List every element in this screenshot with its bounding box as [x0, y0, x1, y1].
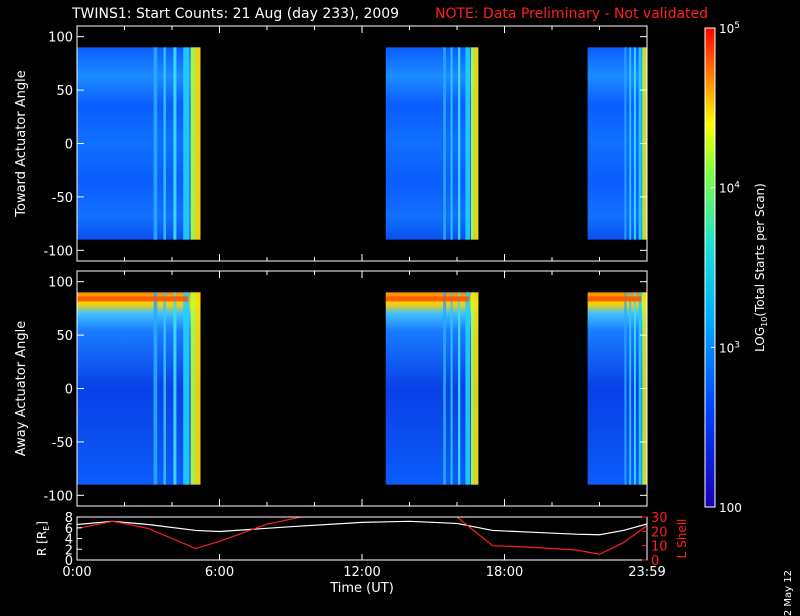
- lshell-series-line: [77, 517, 647, 555]
- count-streak: [624, 292, 627, 485]
- toward-heatmap-panel: 100 50 0 -50 -100 Toward Actuator Angle: [14, 25, 648, 262]
- y-tick-label: -50: [52, 436, 73, 451]
- count-streak: [633, 47, 636, 240]
- y-left-tick-label: 4: [65, 533, 73, 548]
- count-streak: [190, 47, 196, 240]
- y-left-tick-label: 6: [65, 522, 73, 537]
- high-count-band: [587, 296, 642, 302]
- panel-frame: [76, 516, 648, 561]
- y-tick-label: 0: [65, 383, 73, 398]
- y-right-axis-label: L Shell: [675, 519, 689, 559]
- data-segment: [385, 292, 479, 485]
- count-streak: [163, 292, 166, 485]
- colorbar-tick-label: 104: [719, 181, 740, 196]
- count-streak: [183, 47, 190, 240]
- x-axis-label: Time (UT): [329, 581, 394, 596]
- y-axis-label: Toward Actuator Angle: [14, 70, 29, 217]
- data-segment: [77, 292, 201, 485]
- colorbar-tick-label: 100: [719, 501, 742, 515]
- count-streak: [163, 47, 166, 240]
- colorbar-gradient: [704, 27, 716, 508]
- count-streak: [173, 47, 177, 240]
- data-segment: [385, 47, 479, 240]
- x-tick-label: 12:00: [343, 565, 380, 580]
- y-right-tick-label: 10: [651, 540, 668, 555]
- y-tick-label: 50: [56, 84, 73, 99]
- count-streak: [450, 292, 453, 485]
- count-streak: [474, 47, 479, 240]
- count-streak: [450, 47, 453, 240]
- count-streak: [443, 47, 446, 240]
- count-streak: [195, 292, 201, 485]
- away-heatmap-panel: 100 50 0 -50 -100 Away Actuator Angle: [14, 270, 648, 507]
- count-streak: [153, 47, 158, 240]
- count-streak: [633, 292, 636, 485]
- count-streak: [153, 292, 158, 485]
- y-right-tick-label: 0: [651, 554, 659, 569]
- colorbar-label: LOG10(Total Starts per Scan): [753, 183, 769, 352]
- y-tick-label: 100: [48, 31, 73, 46]
- high-count-band: [77, 296, 189, 302]
- colorbar-panel: 105 104 103 100 LOG10(Total Starts per Scan): [704, 21, 769, 515]
- y-left-tick-label: 0: [65, 554, 73, 569]
- count-streak: [474, 292, 479, 485]
- y-tick-label: -50: [52, 191, 73, 206]
- count-streak: [629, 47, 632, 240]
- x-tick-label: 0:00: [62, 565, 91, 580]
- data-segment: [587, 47, 647, 240]
- count-streak: [470, 47, 475, 240]
- count-streak: [190, 292, 196, 485]
- y-left-tick-label: 2: [65, 543, 73, 558]
- count-streak: [624, 47, 627, 240]
- y-right-tick-label: 30: [651, 511, 668, 526]
- count-streak: [173, 292, 177, 485]
- count-streak: [457, 292, 461, 485]
- y-tick-label: 50: [56, 329, 73, 344]
- count-streak: [470, 292, 475, 485]
- count-streak: [183, 292, 190, 485]
- x-tick-label: 6:00: [205, 565, 234, 580]
- count-streak: [465, 292, 471, 485]
- y-left-axis-label: R [RE]: [35, 521, 51, 556]
- count-streak: [443, 292, 446, 485]
- data-segment: [77, 47, 201, 240]
- y-axis-label: Away Actuator Angle: [14, 321, 29, 456]
- y-right-tick-label: 20: [651, 525, 668, 540]
- colorbar-tick-label: 105: [719, 21, 740, 36]
- plot-title: TWINS1: Start Counts: 21 Aug (day 233), …: [72, 6, 400, 22]
- x-tick-label: 23:59: [628, 565, 665, 580]
- data-segment: [587, 292, 647, 485]
- preliminary-note: NOTE: Data Preliminary - Not validated: [435, 6, 709, 22]
- colorbar-tick-label: 103: [719, 340, 740, 355]
- y-tick-label: 0: [65, 138, 73, 153]
- count-streak: [629, 292, 632, 485]
- count-streak: [465, 47, 471, 240]
- x-tick-label: 18:00: [486, 565, 523, 580]
- count-streak: [457, 47, 461, 240]
- y-left-tick-label: 8: [65, 511, 73, 526]
- high-count-band: [385, 296, 470, 302]
- y-tick-label: -100: [43, 489, 73, 504]
- y-tick-label: 100: [48, 276, 73, 291]
- r-series-line: [77, 520, 647, 536]
- count-streak: [195, 47, 201, 240]
- y-tick-label: -100: [43, 244, 73, 259]
